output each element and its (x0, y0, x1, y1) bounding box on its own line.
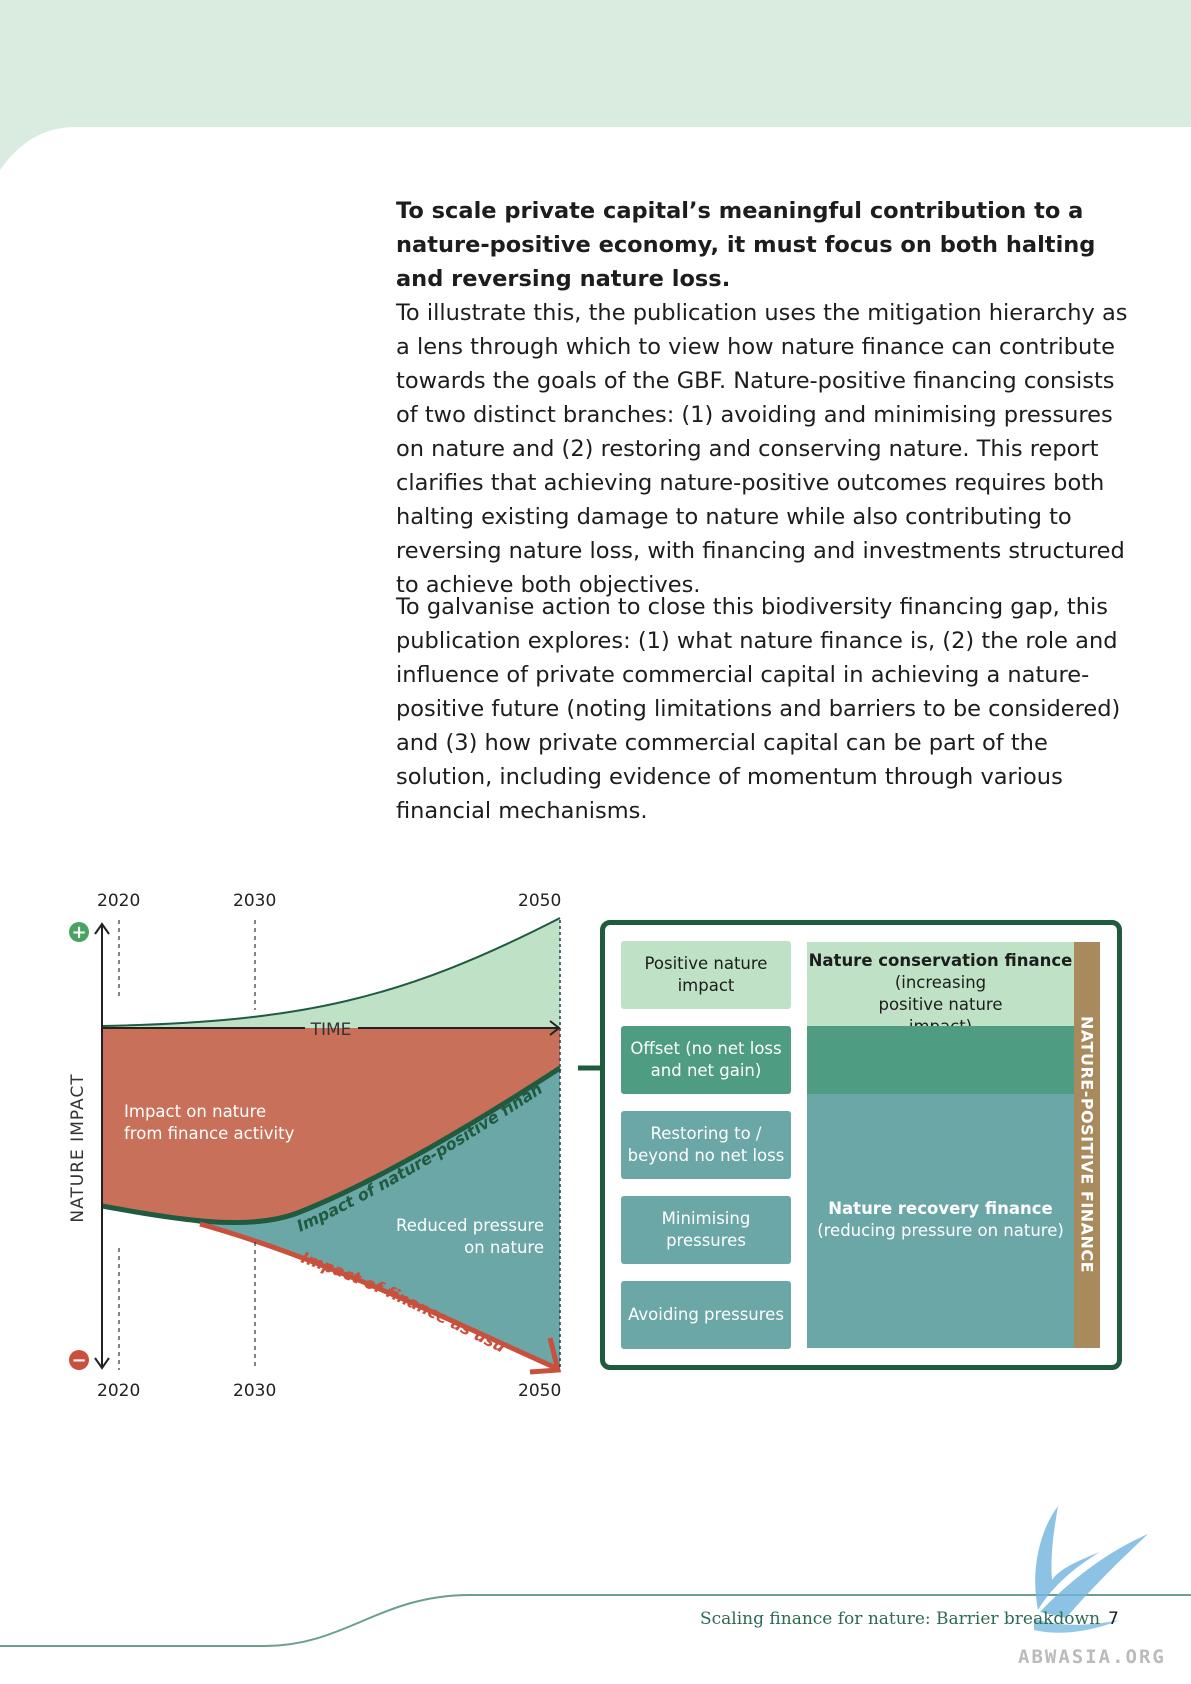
y-axis-label: NATURE IMPACT (68, 1073, 88, 1222)
nature-positive-finance-bar: NATURE-POSITIVE FINANCE (1074, 942, 1100, 1348)
footer-wave (0, 1594, 1191, 1647)
offset-band (807, 1026, 1074, 1094)
conservation-finance-title: Nature conservation finance (808, 951, 1073, 970)
positive-impact-area (102, 918, 560, 1028)
minus-symbol: − (71, 1350, 86, 1371)
year-label-top-2030: 2030 (233, 891, 277, 911)
impact-on-nature-label: Impact on nature from finance activity (124, 1102, 295, 1143)
legend-box-positive-impact: Positive nature impact (621, 941, 791, 1009)
footer-title: Scaling finance for nature: Barrier brea… (700, 1609, 1101, 1629)
recovery-finance-subtitle: (reducing pressure on nature) (817, 1221, 1064, 1240)
body-paragraph-1: To illustrate this, the publication uses… (396, 300, 1128, 598)
year-label-bottom-2020: 2020 (97, 1381, 141, 1401)
conservation-finance-block: Nature conservation finance (increasing … (807, 942, 1074, 1036)
body-paragraph-2: To galvanise action to close this biodiv… (396, 594, 1121, 824)
year-label-bottom-2050: 2050 (518, 1381, 562, 1401)
year-label-top-2020: 2020 (97, 891, 141, 911)
impact-on-nature-area (102, 1028, 560, 1223)
legend-box-restoring: Restoring to / beyond no net loss (621, 1111, 791, 1179)
header-band (0, 0, 1191, 170)
plus-symbol: + (71, 922, 86, 943)
time-label: TIME (310, 1020, 352, 1040)
watermark-text: ABWASIA.ORG (1018, 1646, 1166, 1668)
legend-box-minimising: Minimising pressures (621, 1196, 791, 1264)
nature-impact-chart: + − TIME NATURE IMPACT Impact of nature-… (0, 880, 600, 1375)
lead-paragraph: To scale private capital’s meaningful co… (396, 198, 1096, 292)
watermark-bird-logo (1034, 1506, 1148, 1633)
year-label-top-2050: 2050 (518, 891, 562, 911)
year-label-bottom-2030: 2030 (233, 1381, 277, 1401)
legend-box-avoiding: Avoiding pressures (621, 1281, 791, 1349)
finance-as-usual-curve (199, 1221, 558, 1371)
reduced-pressure-area (102, 1068, 560, 1372)
nature-positive-finance-label: NATURE-POSITIVE FINANCE (1077, 1016, 1097, 1274)
nature-positive-curve (101, 1065, 562, 1226)
legend-box-offset: Offset (no net loss and net gain) (621, 1026, 791, 1094)
reduced-pressure-label: Reduced pressure on nature (395, 1216, 544, 1257)
legend-frame (600, 920, 1122, 1370)
recovery-finance-block: Nature recovery finance (reducing pressu… (807, 1094, 1074, 1348)
recovery-finance-title: Nature recovery finance (828, 1199, 1053, 1218)
page-number: 7 (1108, 1609, 1119, 1629)
